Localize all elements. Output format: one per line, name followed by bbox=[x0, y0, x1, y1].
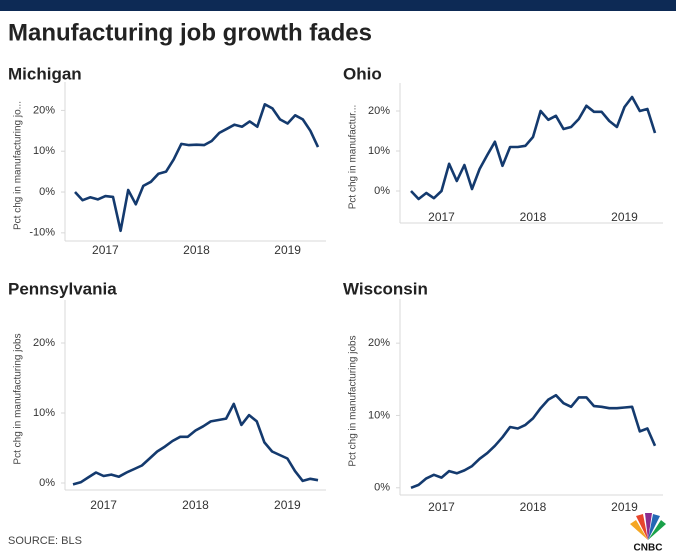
x-tick-label: 2019 bbox=[274, 243, 301, 257]
panel-title: Michigan bbox=[8, 64, 82, 83]
y-tick-label: 10% bbox=[368, 409, 390, 421]
y-axis-label: Pct chg in manufacturing jobs bbox=[348, 335, 359, 466]
line bbox=[410, 393, 657, 490]
x-tick-label: 2017 bbox=[90, 498, 117, 512]
chart-title: Manufacturing job growth fades bbox=[8, 19, 372, 46]
y-axis-label: Pct chg in manufactur... bbox=[348, 105, 359, 210]
line bbox=[410, 95, 657, 201]
x-tick-label: 2017 bbox=[428, 500, 455, 514]
y-tick-label: 0% bbox=[374, 185, 390, 197]
y-tick-label: 10% bbox=[33, 407, 55, 419]
panel-title: Wisconsin bbox=[343, 279, 428, 298]
x-tick-label: 2017 bbox=[428, 210, 455, 224]
top-bar bbox=[0, 0, 676, 11]
source: SOURCE: BLS bbox=[8, 535, 82, 547]
y-tick-label: 20% bbox=[368, 105, 390, 117]
y-tick-label: 0% bbox=[39, 477, 55, 489]
x-tick-label: 2019 bbox=[611, 500, 638, 514]
x-tick-label: 2018 bbox=[182, 498, 209, 512]
x-tick-label: 2018 bbox=[520, 500, 547, 514]
y-tick-label: 20% bbox=[368, 337, 390, 349]
y-tick-label: -10% bbox=[29, 227, 55, 239]
x-tick-label: 2017 bbox=[92, 243, 119, 257]
y-tick-label: 0% bbox=[374, 482, 390, 494]
logo-text: CNBC bbox=[634, 543, 663, 554]
y-tick-label: 0% bbox=[39, 186, 55, 198]
y-tick-label: 20% bbox=[33, 337, 55, 349]
panel-title: Pennsylvania bbox=[8, 279, 117, 298]
line bbox=[74, 103, 320, 233]
y-tick-label: 10% bbox=[33, 145, 55, 157]
panel-title: Ohio bbox=[343, 64, 382, 83]
line bbox=[72, 402, 319, 486]
x-tick-label: 2019 bbox=[274, 498, 301, 512]
y-tick-label: 20% bbox=[33, 104, 55, 116]
x-tick-label: 2019 bbox=[611, 210, 638, 224]
x-tick-label: 2018 bbox=[183, 243, 210, 257]
x-tick-label: 2018 bbox=[520, 210, 547, 224]
y-axis-label: Pct chg in manufacturing jo... bbox=[13, 101, 24, 230]
logo: CNBC bbox=[630, 513, 666, 554]
y-axis-label: Pct chg in manufacturing jobs bbox=[13, 333, 24, 464]
y-tick-label: 10% bbox=[368, 145, 390, 157]
